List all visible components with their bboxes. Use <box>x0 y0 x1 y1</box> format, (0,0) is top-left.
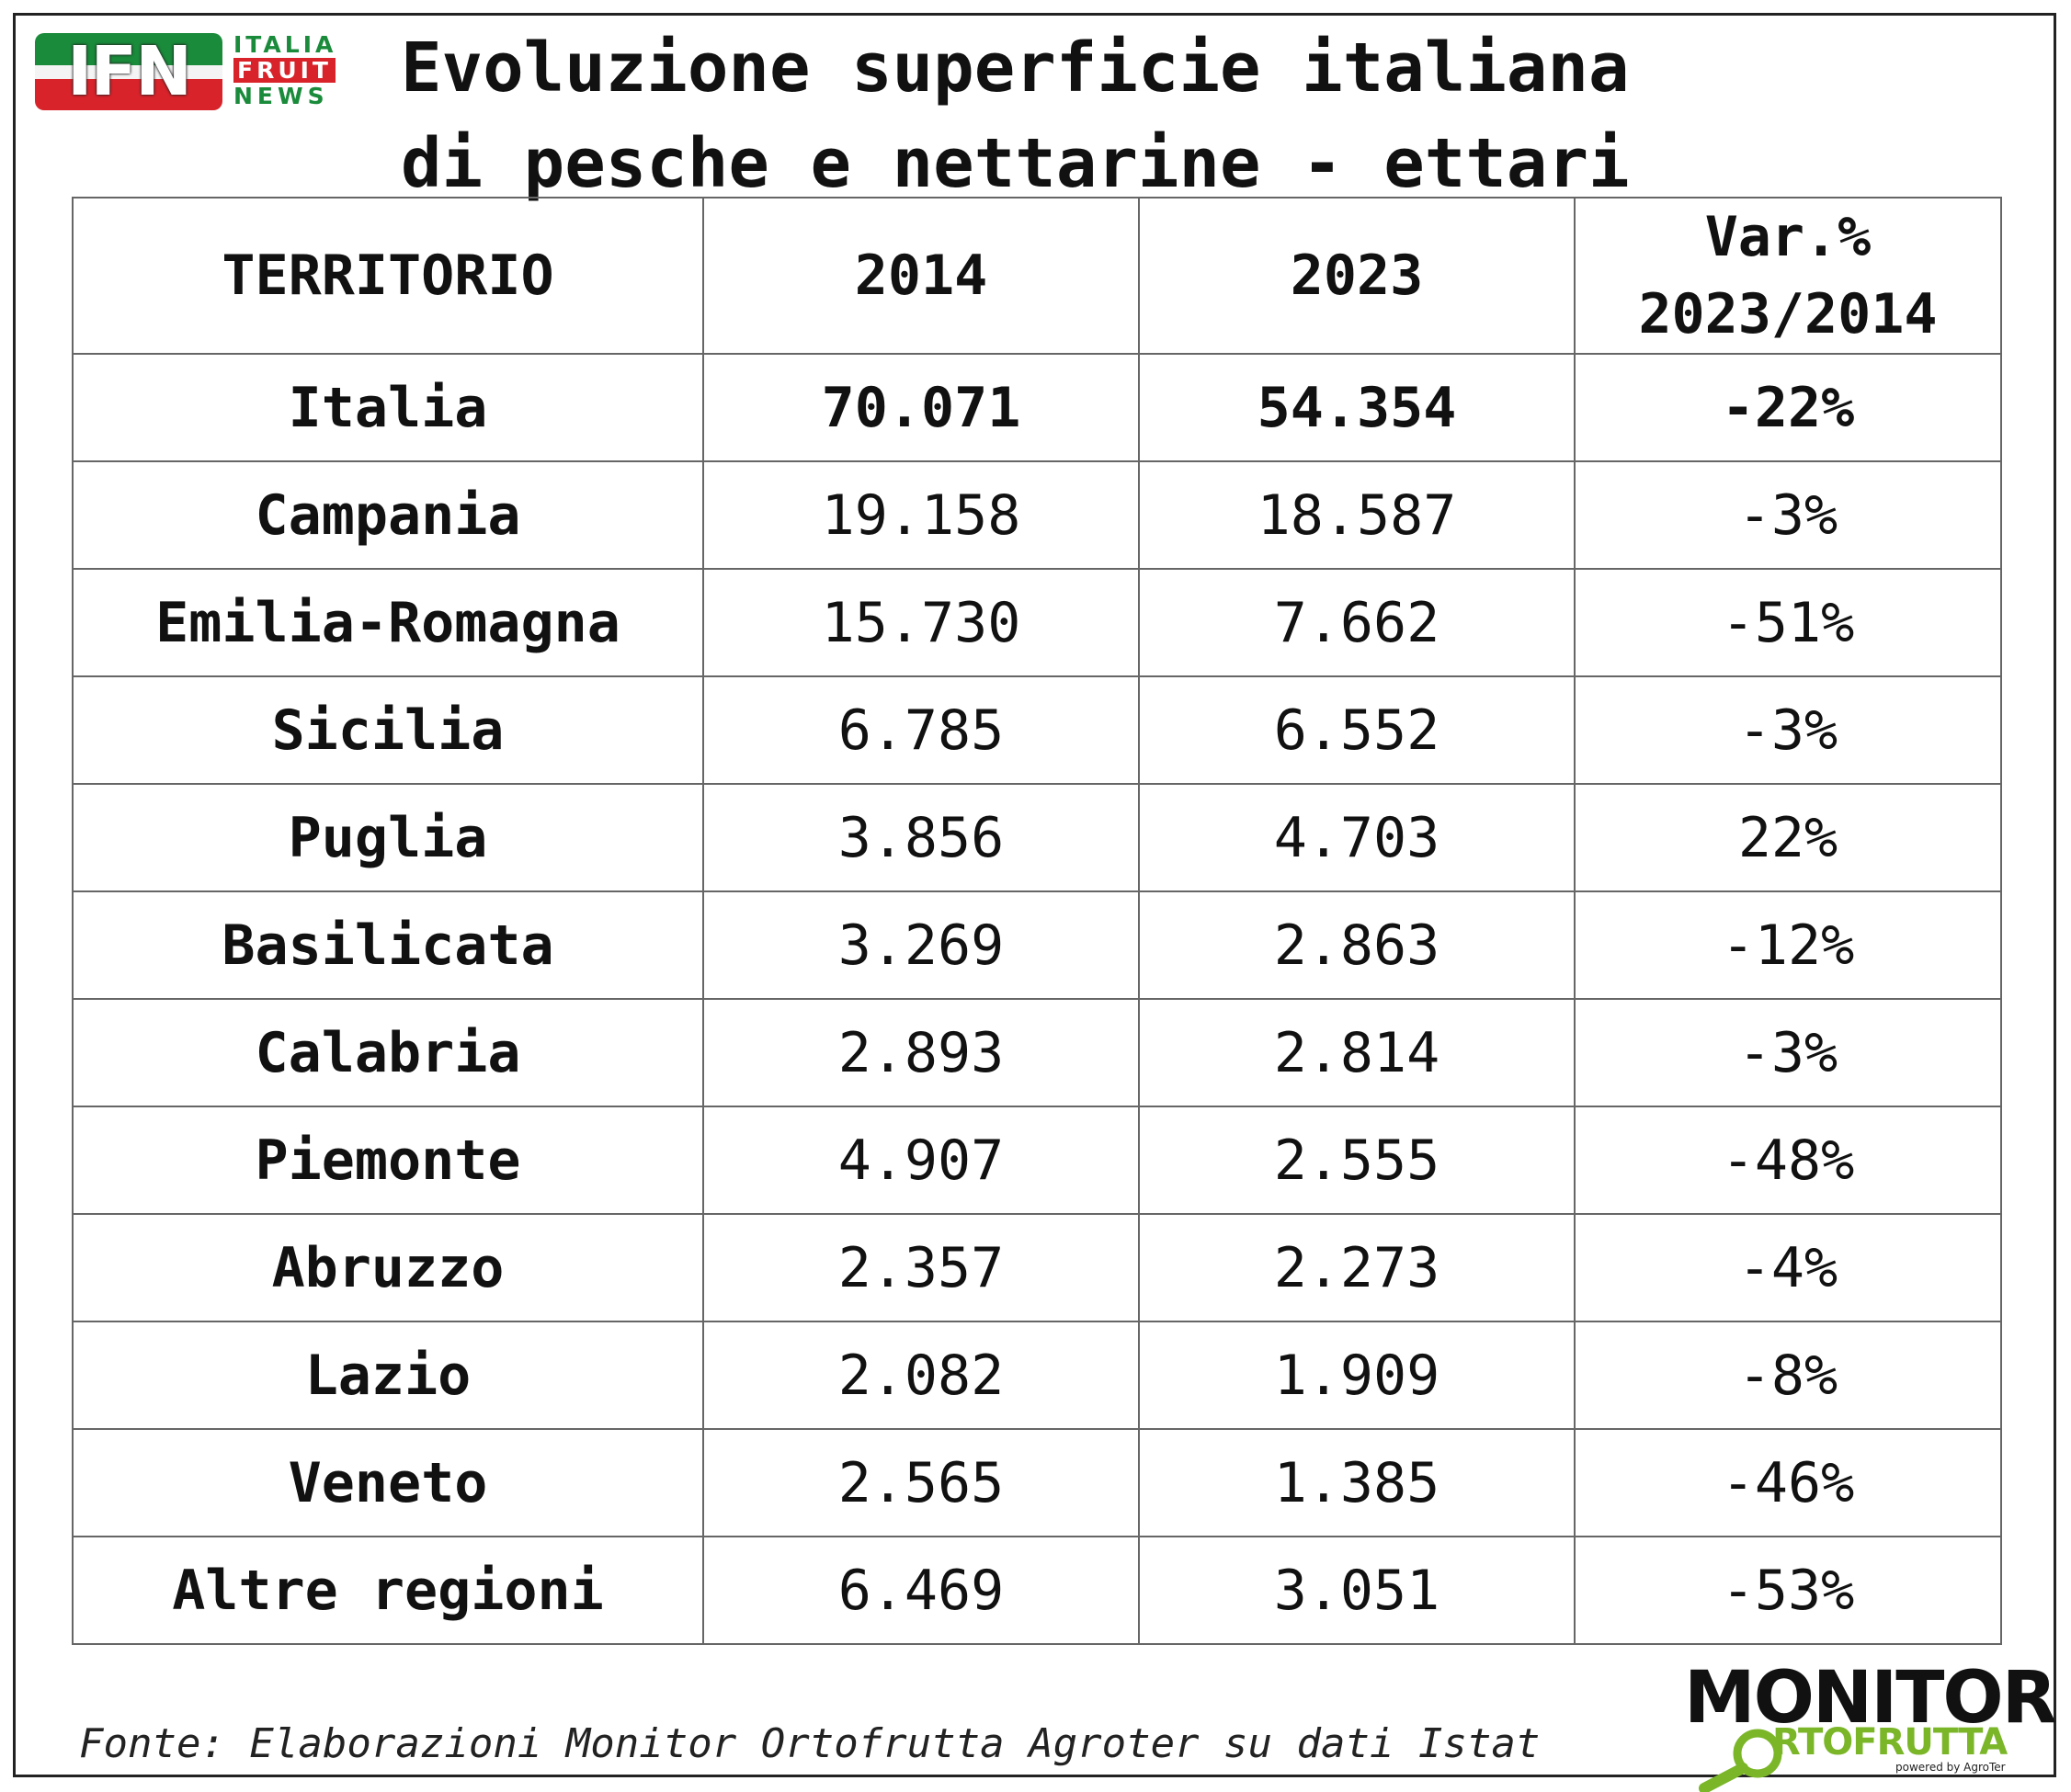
cell-territorio: Basilicata <box>72 890 704 1000</box>
table-row: Italia 70.071 54.354 -22% <box>72 353 2002 462</box>
header-variation: Var.% 2023/2014 <box>1574 197 2002 355</box>
cell-variation: -3% <box>1574 675 2002 785</box>
table-row: Altre regioni 6.469 3.051 -53% <box>72 1536 2002 1645</box>
cell-territorio: Campania <box>72 460 704 570</box>
page-title: Evoluzione superficie italiana di pesche … <box>401 20 1688 211</box>
cell-variation: -4% <box>1574 1213 2002 1322</box>
magnifier-icon <box>1699 1729 1782 1792</box>
cell-2023: 2.273 <box>1138 1213 1576 1322</box>
table-row: Basilicata 3.269 2.863 -12% <box>72 890 2002 1000</box>
cell-2023: 18.587 <box>1138 460 1576 570</box>
cell-variation: -46% <box>1574 1428 2002 1537</box>
cell-2014: 3.269 <box>702 890 1140 1000</box>
header-var-line-1: Var.% <box>1704 205 1872 269</box>
table-row: Campania 19.158 18.587 -3% <box>72 460 2002 570</box>
cell-variation: 22% <box>1574 783 2002 892</box>
cell-territorio: Emilia-Romagna <box>72 568 704 677</box>
cell-2014: 2.082 <box>702 1321 1140 1430</box>
ifn-wordmark: ITALIA FRUIT NEWS <box>233 31 362 109</box>
cell-2023: 6.552 <box>1138 675 1576 785</box>
cell-2014: 19.158 <box>702 460 1140 570</box>
source-note: Fonte: Elaborazioni Monitor Ortofrutta A… <box>79 1720 1541 1767</box>
title-line-2: di pesche e nettarine - ettari <box>401 124 1630 203</box>
cell-territorio: Abruzzo <box>72 1213 704 1322</box>
cell-variation: -3% <box>1574 998 2002 1107</box>
table-row: Sicilia 6.785 6.552 -3% <box>72 675 2002 785</box>
cell-territorio: Sicilia <box>72 675 704 785</box>
surface-table: TERRITORIO 2014 2023 Var.% 2023/2014 Ital… <box>72 197 2002 1645</box>
cell-2014: 4.907 <box>702 1106 1140 1215</box>
table-row: Calabria 2.893 2.814 -3% <box>72 998 2002 1107</box>
cell-2023: 2.814 <box>1138 998 1576 1107</box>
cell-2014: 3.856 <box>702 783 1140 892</box>
powered-by-text: powered by AgroTer <box>1895 1761 2006 1774</box>
cell-variation: -51% <box>1574 568 2002 677</box>
cell-2014: 2.357 <box>702 1213 1140 1322</box>
table-row: Abruzzo 2.357 2.273 -4% <box>72 1213 2002 1322</box>
cell-2023: 3.051 <box>1138 1536 1576 1645</box>
cell-variation: -22% <box>1574 353 2002 462</box>
table-row: Lazio 2.082 1.909 -8% <box>72 1321 2002 1430</box>
header-2014: 2014 <box>702 197 1140 355</box>
cell-2014: 6.469 <box>702 1536 1140 1645</box>
cell-variation: -8% <box>1574 1321 2002 1430</box>
ifn-word-news: NEWS <box>233 83 329 109</box>
ortofrutta-wordmark: RTOFRUTTA <box>1772 1721 2008 1764</box>
cell-2023: 2.555 <box>1138 1106 1576 1215</box>
monitor-wordmark: MONITOR <box>1684 1657 2057 1740</box>
ifn-word-fruit: FRUIT <box>233 58 336 83</box>
cell-territorio: Italia <box>72 353 704 462</box>
ifn-badge-text: IFN <box>66 33 192 110</box>
cell-territorio: Calabria <box>72 998 704 1107</box>
ifn-logo: IFN ITALIA FRUIT NEWS <box>35 31 357 110</box>
cell-2023: 54.354 <box>1138 353 1576 462</box>
header-territorio: TERRITORIO <box>72 197 704 355</box>
cell-variation: -48% <box>1574 1106 2002 1215</box>
table-row: Piemonte 4.907 2.555 -48% <box>72 1106 2002 1215</box>
ifn-badge: IFN <box>35 33 222 110</box>
monitor-ortofrutta-logo: MONITOR RTOFRUTTA powered by AgroTer <box>1684 1662 2057 1792</box>
cell-2014: 2.565 <box>702 1428 1140 1537</box>
cell-variation: -12% <box>1574 890 2002 1000</box>
header-var-line-2: 2023/2014 <box>1638 282 1938 346</box>
cell-territorio: Lazio <box>72 1321 704 1430</box>
cell-2023: 2.863 <box>1138 890 1576 1000</box>
cell-territorio: Piemonte <box>72 1106 704 1215</box>
cell-territorio: Altre regioni <box>72 1536 704 1645</box>
cell-variation: -53% <box>1574 1536 2002 1645</box>
cell-2014: 15.730 <box>702 568 1140 677</box>
cell-variation: -3% <box>1574 460 2002 570</box>
cell-territorio: Puglia <box>72 783 704 892</box>
cell-2014: 70.071 <box>702 353 1140 462</box>
cell-2023: 1.909 <box>1138 1321 1576 1430</box>
header-2023: 2023 <box>1138 197 1576 355</box>
cell-2023: 4.703 <box>1138 783 1576 892</box>
table-header-row: TERRITORIO 2014 2023 Var.% 2023/2014 <box>72 197 2002 355</box>
cell-2014: 2.893 <box>702 998 1140 1107</box>
cell-territorio: Veneto <box>72 1428 704 1537</box>
cell-2023: 1.385 <box>1138 1428 1576 1537</box>
cell-2023: 7.662 <box>1138 568 1576 677</box>
table-row: Emilia-Romagna 15.730 7.662 -51% <box>72 568 2002 677</box>
table-row: Puglia 3.856 4.703 22% <box>72 783 2002 892</box>
title-line-1: Evoluzione superficie italiana <box>401 28 1630 108</box>
table-row: Veneto 2.565 1.385 -46% <box>72 1428 2002 1537</box>
cell-2014: 6.785 <box>702 675 1140 785</box>
ifn-word-italia: ITALIA <box>233 31 337 58</box>
